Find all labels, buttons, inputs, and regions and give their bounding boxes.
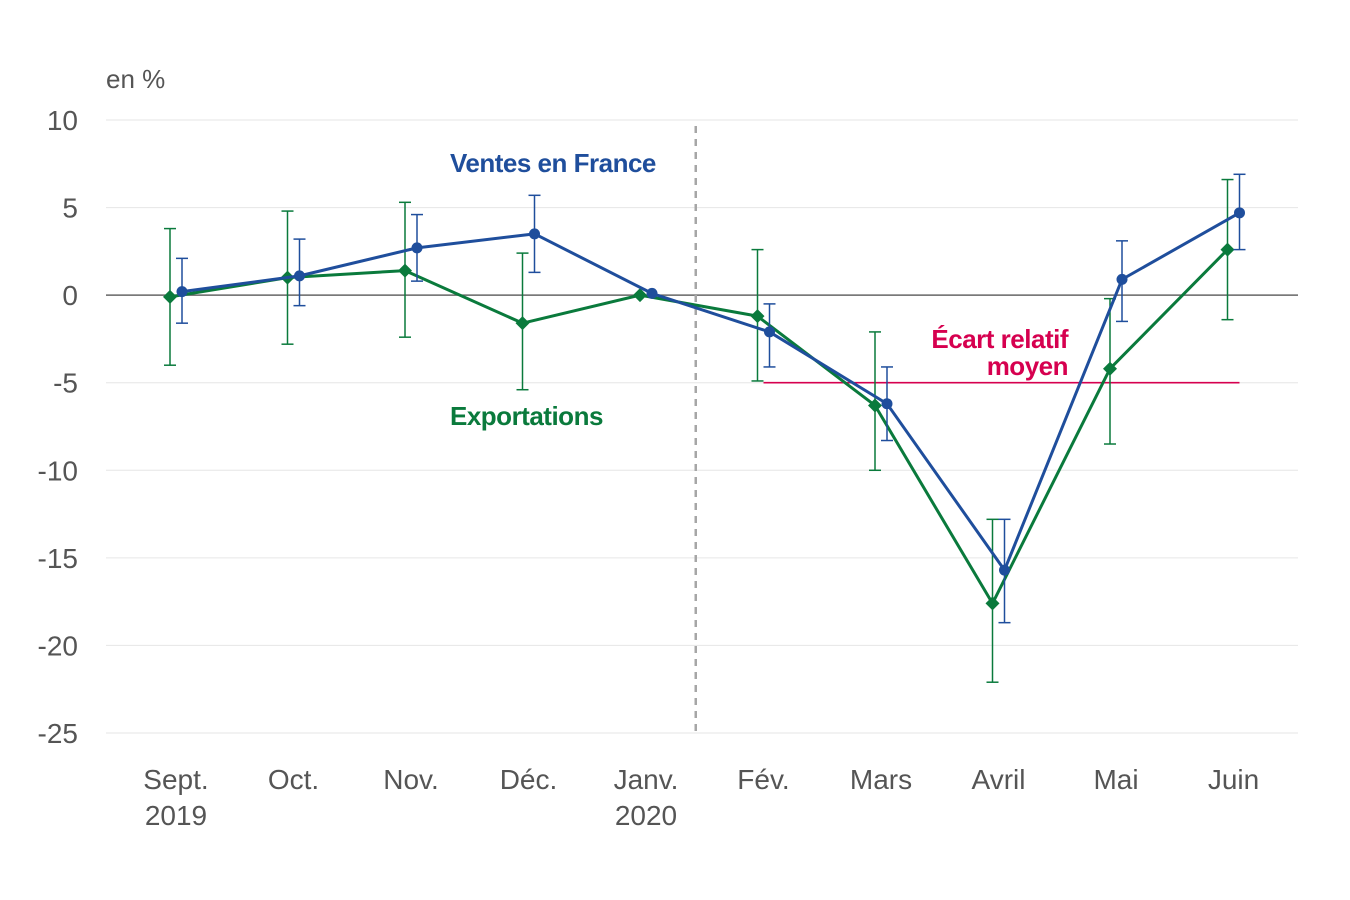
series-ventes-en-france [176, 173, 1246, 624]
data-point [764, 326, 775, 338]
reference-label-line-1: Écart relatif [931, 324, 1068, 354]
series-label-exportations: Exportations [450, 401, 603, 431]
series-line [169, 248, 1229, 605]
data-point [881, 398, 893, 410]
data-point [750, 309, 765, 324]
data-point [515, 316, 530, 331]
series-exportations [163, 178, 1235, 683]
x-tick-label: Oct. [268, 764, 319, 795]
data-point [294, 270, 305, 282]
grid-lines [106, 119, 1298, 734]
y-tick-label: 10 [47, 105, 78, 136]
data-point [411, 242, 423, 254]
y-tick-label: -25 [38, 718, 78, 749]
x-tick-label: Juin [1208, 764, 1259, 795]
data-point [529, 228, 540, 240]
data-point [1234, 207, 1245, 219]
series-group [163, 173, 1246, 683]
y-unit-label: en % [106, 64, 165, 94]
y-tick-label: -20 [38, 630, 78, 661]
data-point [163, 289, 177, 304]
data-point [633, 288, 647, 303]
data-point [1103, 361, 1117, 376]
x-tick-label: Mars [850, 764, 912, 795]
data-point [398, 263, 412, 278]
data-point [1220, 242, 1235, 257]
x-tick-label: Mai [1093, 764, 1138, 795]
data-point [176, 286, 188, 298]
x-tick-label: Nov. [383, 764, 439, 795]
y-tick-label: -15 [38, 543, 78, 574]
axes: 10 5 0 -5 -10 -15 -20 -25 Sept. 2019 Oct. Nov. Déc. J… [38, 105, 1298, 831]
y-tick-label: 5 [62, 193, 78, 224]
x-tick-label: Déc. [500, 764, 558, 795]
series-line [181, 211, 1241, 572]
y-tick-label: -5 [53, 368, 78, 399]
data-point [999, 564, 1010, 576]
x-tick-label: Fév. [737, 764, 789, 795]
data-point [868, 398, 882, 413]
y-tick-label: 0 [62, 280, 78, 311]
labels: en % Ventes en France Exportations Écart… [106, 64, 1069, 431]
y-tick-label: -10 [38, 455, 78, 486]
data-point [985, 596, 1000, 611]
reference-label-line-2: moyen [987, 351, 1068, 381]
series-label-ventes: Ventes en France [450, 148, 656, 178]
x-tick-label: Janv. 2020 [614, 764, 679, 831]
x-tick-label: Avril [972, 764, 1026, 795]
x-tick-label: Sept. 2019 [143, 764, 208, 831]
data-point [1116, 273, 1128, 285]
data-point [646, 287, 658, 299]
